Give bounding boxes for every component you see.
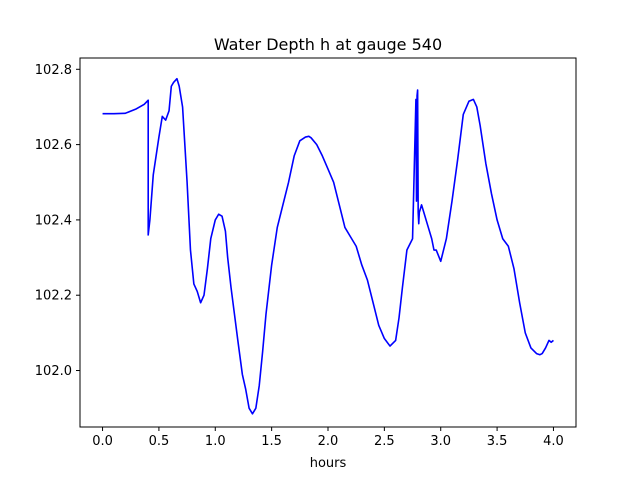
- x-tick-label: 1.0: [205, 434, 226, 449]
- x-tick-label: 2.5: [374, 434, 395, 449]
- series-line: [102, 77, 554, 415]
- x-axis-title: hours: [310, 456, 347, 471]
- y-axis: 102.0 102.2 102.4 102.6 102.8: [35, 63, 80, 379]
- y-tick-label: 102.4: [35, 213, 72, 228]
- y-tick-label: 102.8: [35, 63, 72, 78]
- x-tick-label: 0.0: [92, 434, 113, 449]
- x-tick-label: 3.5: [487, 434, 508, 449]
- y-tick-label: 102.0: [35, 364, 72, 379]
- x-tick-label: 2.0: [318, 434, 339, 449]
- x-tick-label: 0.5: [149, 434, 170, 449]
- plot-area: [102, 77, 554, 415]
- y-tick-label: 102.2: [35, 289, 72, 304]
- x-tick-label: 1.5: [261, 434, 282, 449]
- y-tick-label: 102.6: [35, 138, 72, 153]
- chart-title: Water Depth h at gauge 540: [214, 35, 442, 54]
- x-tick-label: 3.0: [430, 434, 451, 449]
- x-tick-label: 4.0: [543, 434, 564, 449]
- x-axis: 0.0 0.5 1.0 1.5 2.0 2.5 3.0 3.5 4.0: [92, 427, 564, 449]
